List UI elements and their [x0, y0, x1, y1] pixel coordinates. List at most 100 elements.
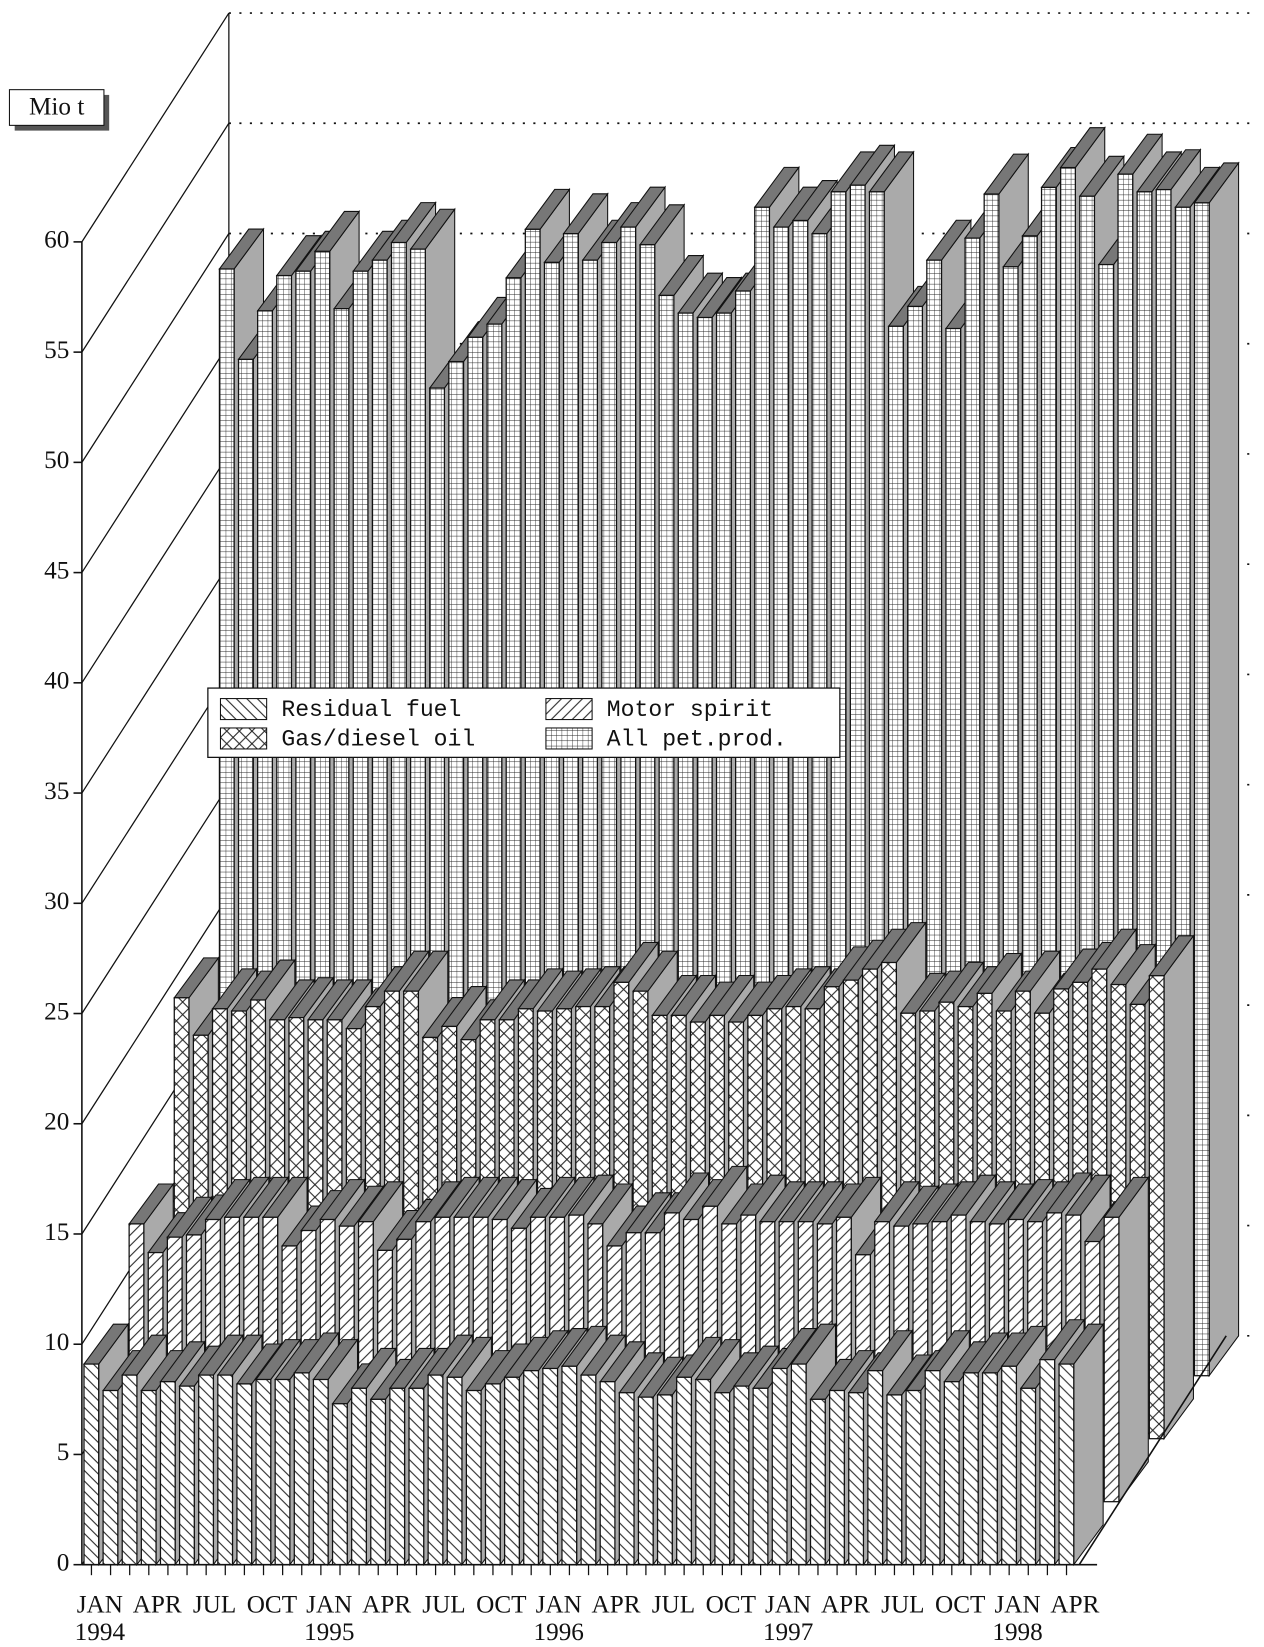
bar [255, 1378, 272, 1566]
legend: Residual fuel Motor spirit Gas/diesel oil A… [207, 687, 841, 758]
bar [905, 1389, 922, 1566]
bar [924, 1370, 941, 1566]
bar [427, 1374, 444, 1566]
legend-box [207, 687, 841, 758]
bar [121, 1374, 138, 1566]
bar [1103, 1216, 1120, 1503]
y-tick-label: 10 [44, 1329, 69, 1356]
x-tick-label: JAN 1997 [763, 1591, 813, 1645]
x-tick-label: JUL [422, 1591, 465, 1618]
bar [1001, 1365, 1018, 1566]
legend-swatch [545, 698, 593, 721]
bar-group [1103, 1175, 1150, 1504]
wall-line [81, 563, 230, 794]
y-tick-label: 45 [44, 557, 69, 584]
bar [102, 1389, 119, 1566]
wall-line [81, 894, 230, 1125]
bar-group [1193, 161, 1240, 1378]
x-tick-label: JAN 1998 [992, 1591, 1042, 1645]
bar [943, 1381, 960, 1566]
x-tick-label: APR [1050, 1591, 1099, 1618]
bar [714, 1392, 731, 1566]
bar [733, 1385, 750, 1566]
y-tick-label: 60 [44, 227, 69, 254]
y-tick-label: 0 [57, 1549, 70, 1576]
bar [637, 1396, 654, 1566]
bar [962, 1372, 979, 1566]
floor-edge [1078, 1335, 1227, 1566]
bar [829, 1389, 845, 1566]
bar-group [1058, 1322, 1105, 1567]
legend-swatch [545, 727, 593, 750]
legend-label: All pet.prod. [607, 727, 787, 753]
bar [331, 1403, 348, 1566]
y-tick-label: 20 [44, 1109, 69, 1136]
x-tick-label: OCT [476, 1591, 526, 1618]
x-tick-label: JAN 1995 [304, 1591, 354, 1645]
bar [198, 1374, 215, 1566]
bar [446, 1376, 463, 1566]
bar [599, 1381, 616, 1566]
bar [580, 1374, 597, 1566]
x-tick-label: OCT [247, 1591, 297, 1618]
y-tick-label: 30 [44, 888, 69, 915]
bar [656, 1394, 673, 1566]
legend-label: Motor spirit [607, 697, 773, 723]
bar [848, 1392, 865, 1566]
x-tick-label: APR [133, 1591, 182, 1618]
bar-side [1118, 1175, 1149, 1504]
bar [809, 1398, 826, 1566]
bar-side [1163, 934, 1194, 1441]
x-tick-label: JUL [193, 1591, 236, 1618]
bar [1039, 1359, 1056, 1566]
y-tick-label: 55 [44, 337, 69, 364]
bar [981, 1372, 998, 1566]
y-tick-label: 15 [44, 1219, 69, 1246]
y-axis-label-box: Mio t [8, 89, 110, 131]
bar [790, 1363, 807, 1566]
bar [503, 1376, 520, 1566]
bar [1193, 202, 1210, 1377]
bar [1020, 1387, 1037, 1566]
legend-label: Residual fuel [281, 697, 461, 723]
x-tick-label: APR [592, 1591, 641, 1618]
bar [83, 1363, 100, 1566]
y-axis-label: Mio t [29, 93, 84, 120]
legend-swatch [219, 698, 268, 721]
bar [771, 1367, 788, 1566]
y-tick-label: 5 [57, 1439, 70, 1466]
wall-line [81, 453, 230, 684]
y-tick-label: 40 [44, 668, 69, 695]
bar [408, 1387, 425, 1566]
bar-side [1073, 1322, 1104, 1567]
bar [140, 1389, 157, 1566]
bar [618, 1392, 635, 1566]
y-tick-label: 25 [44, 998, 69, 1025]
bar-side [1208, 161, 1240, 1378]
bar [695, 1378, 712, 1566]
bar [351, 1387, 367, 1566]
x-tick-label: APR [362, 1591, 411, 1618]
x-tick-label: JAN 1994 [75, 1591, 126, 1645]
bar-group [1148, 934, 1195, 1441]
bar [867, 1370, 884, 1566]
bar [1148, 975, 1165, 1440]
y-tick-label: 50 [44, 447, 69, 474]
wall-line [81, 122, 230, 353]
x-tick-label: JAN 1996 [534, 1591, 584, 1645]
y-tick-label: 35 [44, 778, 69, 805]
x-tick-label: OCT [935, 1591, 985, 1618]
wall-line [81, 784, 230, 1014]
bar [523, 1370, 540, 1566]
bar [542, 1367, 559, 1566]
bar [217, 1374, 234, 1566]
bar [274, 1378, 291, 1566]
bar [561, 1365, 578, 1566]
bar [293, 1372, 310, 1566]
bar [370, 1398, 387, 1566]
bar [886, 1394, 903, 1566]
x-tick-label: APR [821, 1591, 870, 1618]
x-tick-label: JUL [881, 1591, 924, 1618]
bar [389, 1387, 406, 1566]
